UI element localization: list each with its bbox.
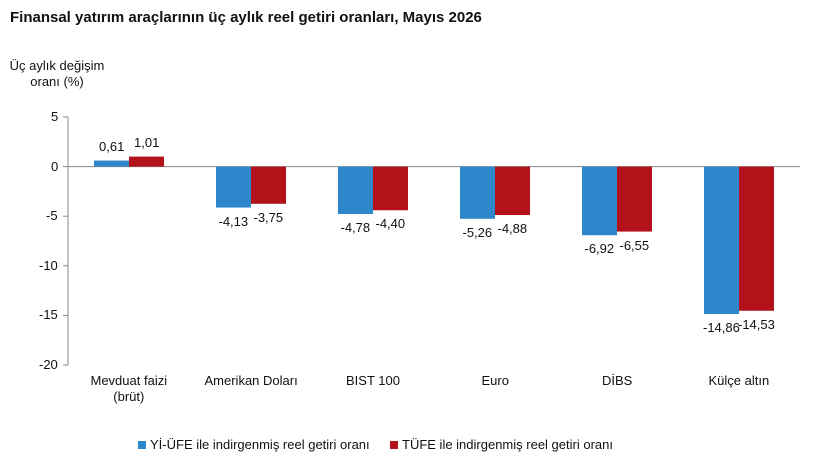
bar <box>373 166 408 211</box>
bar <box>582 166 617 236</box>
y-axis-title: Üç aylık değişim oranı (%) <box>9 58 105 89</box>
y-tick-label: -5 <box>46 208 58 224</box>
chart-title: Finansal yatırım araçlarının üç aylık re… <box>10 9 482 26</box>
bar <box>495 166 530 216</box>
legend-swatch <box>390 441 398 449</box>
bar <box>704 166 739 315</box>
x-tick-label: BIST 100 <box>346 373 400 388</box>
data-label: -6,55 <box>619 237 650 253</box>
legend-label: Yİ-ÜFE ile indirgenmiş reel getiri oranı <box>150 437 370 452</box>
data-label: -14,53 <box>738 316 775 332</box>
x-tick-label: Mevduat faizi (brüt) <box>90 373 168 404</box>
bar <box>338 166 373 215</box>
data-label: -14,86 <box>703 320 740 335</box>
y-tick-label: -20 <box>39 357 58 372</box>
y-tick-label: 0 <box>51 158 59 174</box>
x-tick-label: DİBS <box>602 373 633 388</box>
data-label: -4,40 <box>375 216 406 232</box>
x-tick-label: Külçe altın <box>708 373 770 388</box>
bar <box>251 166 286 204</box>
data-label: 0,61 <box>99 138 125 154</box>
data-label: -4,13 <box>218 213 249 229</box>
data-label: -6,92 <box>584 241 615 257</box>
bar <box>129 156 164 167</box>
data-label: -4,88 <box>497 221 528 236</box>
data-label: -4,78 <box>340 220 371 236</box>
bar <box>216 166 251 208</box>
legend-swatch <box>138 441 146 449</box>
bar <box>739 166 774 311</box>
data-label: -5,26 <box>462 224 493 240</box>
x-tick-label: Amerikan Doları <box>204 373 298 388</box>
bar <box>460 166 495 219</box>
bar <box>617 166 652 232</box>
data-label: -3,75 <box>253 209 284 225</box>
bar <box>94 160 129 167</box>
legend-label: TÜFE ile indirgenmiş reel getiri oranı <box>402 437 613 452</box>
y-tick-label: 5 <box>51 109 59 124</box>
data-label: 1,01 <box>134 134 160 150</box>
x-tick-label: Euro <box>481 373 509 388</box>
y-tick-label: -15 <box>39 307 58 323</box>
y-tick-label: -10 <box>39 257 58 273</box>
